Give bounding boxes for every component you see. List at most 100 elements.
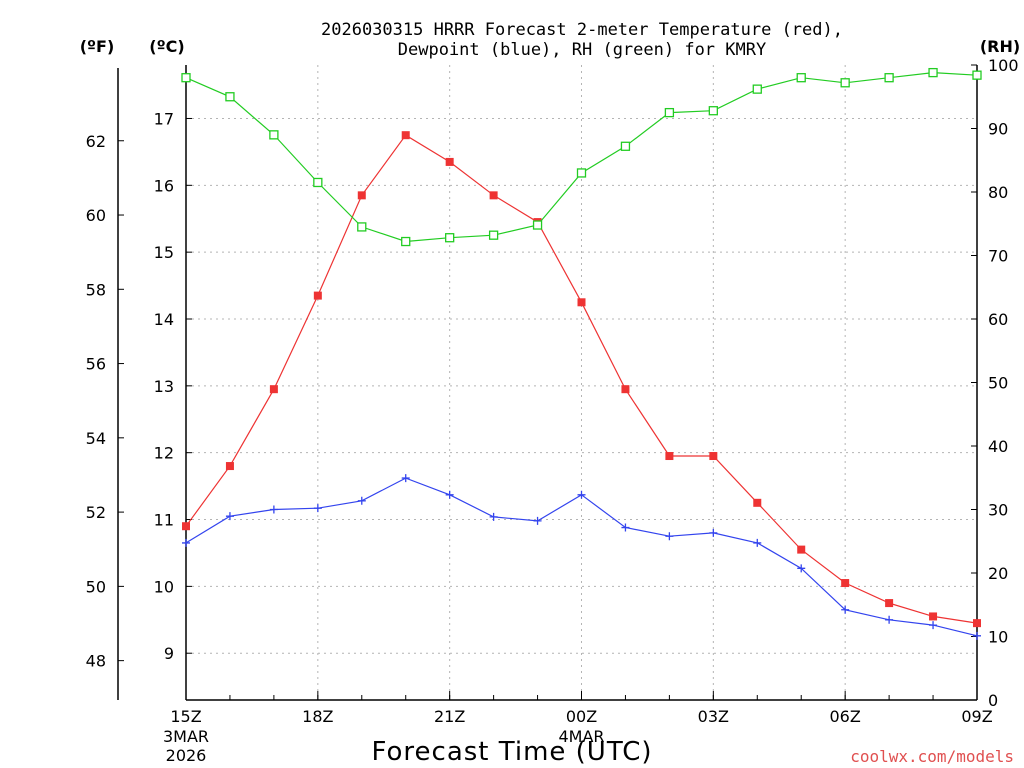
temperature-point xyxy=(489,191,498,200)
x-tick-date-label: 4MAR xyxy=(558,727,604,746)
rh-point xyxy=(928,67,938,78)
temperature-point xyxy=(269,385,278,394)
chart-series xyxy=(181,67,982,640)
dewpoint-point xyxy=(445,490,454,499)
chart-title-line2: Dewpoint (blue), RH (green) for KMRY xyxy=(398,40,766,60)
x-tick-year-label: 2026 xyxy=(166,746,207,765)
x-tick-label: 21Z xyxy=(434,707,465,726)
temperature-point xyxy=(225,462,234,471)
dewpoint-point xyxy=(489,512,498,521)
temperature-point xyxy=(797,545,806,554)
celsius-tick-label: 9 xyxy=(164,644,174,663)
rh-axis-unit: (RH) xyxy=(980,37,1020,56)
celsius-tick-label: 16 xyxy=(154,176,174,195)
dewpoint-point xyxy=(885,615,894,624)
dewpoint-point xyxy=(182,538,190,547)
celsius-tick-label: 14 xyxy=(154,310,174,329)
dewpoint-point xyxy=(929,621,938,630)
temperature-point xyxy=(841,579,850,588)
dewpoint-point xyxy=(533,516,542,525)
dewpoint-point xyxy=(973,631,981,640)
chart-title-line1: 2026030315 HRRR Forecast 2-meter Tempera… xyxy=(321,20,843,40)
celsius-tick-label: 15 xyxy=(154,243,174,262)
fahrenheit-tick-label: 60 xyxy=(86,206,106,225)
rh-point xyxy=(532,220,543,230)
x-tick-label: 18Z xyxy=(302,707,333,726)
rh-tick-label: 70 xyxy=(988,247,1008,266)
dewpoint-point xyxy=(401,474,410,483)
rh-point xyxy=(708,106,718,116)
rh-point xyxy=(664,107,675,118)
fahrenheit-tick-label: 56 xyxy=(86,355,106,374)
rh-point xyxy=(972,70,982,80)
x-tick-label: 15Z xyxy=(170,707,201,726)
temperature-line xyxy=(185,134,978,624)
dewpoint-point xyxy=(313,504,322,513)
fahrenheit-tick-label: 48 xyxy=(86,652,106,671)
dewpoint-point xyxy=(577,490,586,499)
temperature-point xyxy=(885,599,894,608)
x-tick-label: 06Z xyxy=(830,707,861,726)
temperature-point xyxy=(445,157,454,166)
temperature-point xyxy=(357,191,366,200)
rh-tick-label: 40 xyxy=(988,437,1008,456)
rh-point xyxy=(225,92,235,102)
celsius-axis-unit: (ºC) xyxy=(149,37,184,56)
temperature-point xyxy=(401,131,410,140)
x-tick-label: 09Z xyxy=(961,707,992,726)
rh-point xyxy=(269,130,279,140)
celsius-tick-label: 13 xyxy=(154,377,174,396)
rh-tick-label: 80 xyxy=(988,183,1008,202)
celsius-tick-label: 12 xyxy=(154,444,174,463)
fahrenheit-tick-label: 62 xyxy=(86,132,106,151)
temperature-point xyxy=(182,522,190,531)
rh-tick-label: 20 xyxy=(988,564,1008,583)
rh-tick-label: 10 xyxy=(988,628,1008,647)
fahrenheit-tick-label: 58 xyxy=(86,280,106,299)
celsius-tick-label: 17 xyxy=(154,109,174,128)
rh-point xyxy=(840,78,850,88)
dewpoint-point xyxy=(269,505,278,514)
fahrenheit-tick-label: 50 xyxy=(86,577,106,596)
celsius-tick-label: 10 xyxy=(154,577,174,596)
temperature-point xyxy=(313,291,322,300)
rh-tick-label: 30 xyxy=(988,501,1008,520)
rh-point xyxy=(181,73,191,83)
rh-tick-label: 90 xyxy=(988,120,1008,139)
temperature-point xyxy=(929,612,938,621)
rh-point xyxy=(576,168,587,178)
rh-tick-label: 60 xyxy=(988,310,1008,329)
temperature-point xyxy=(665,452,674,461)
dewpoint-point xyxy=(753,538,762,547)
temperature-point xyxy=(621,385,630,394)
rh-point xyxy=(488,230,499,240)
rh-point xyxy=(796,73,806,83)
fahrenheit-axis-unit: (ºF) xyxy=(80,37,115,56)
rh-point xyxy=(620,141,631,151)
watermark: coolwx.com/models xyxy=(850,747,1014,766)
rh-point xyxy=(752,84,762,94)
dewpoint-point xyxy=(357,496,366,505)
celsius-tick-label: 11 xyxy=(154,511,174,530)
x-tick-label: 00Z xyxy=(566,707,597,726)
temperature-point xyxy=(709,452,718,461)
chart-axes xyxy=(117,65,978,701)
chart-grid xyxy=(186,65,977,700)
dewpoint-point xyxy=(621,523,630,532)
dewpoint-point xyxy=(709,528,718,537)
dewpoint-point xyxy=(797,564,806,573)
rh-point xyxy=(401,236,411,247)
x-axis-label: Forecast Time (UTC) xyxy=(371,737,652,767)
rh-point xyxy=(884,73,894,83)
rh-point xyxy=(357,222,367,232)
rh-tick-label: 50 xyxy=(988,374,1008,393)
rh-point xyxy=(313,177,323,188)
chart-ticks: 9 10 11 12 13 14 15 16 17 48 50 52 54 56 58 60 62 0 10 20 30… xyxy=(86,56,1019,765)
temperature-point xyxy=(973,619,981,628)
temperature-point xyxy=(577,298,586,307)
fahrenheit-tick-label: 52 xyxy=(86,503,106,522)
dewpoint-point xyxy=(665,532,674,541)
dewpoint-point xyxy=(841,605,850,614)
rh-tick-label: 100 xyxy=(988,56,1019,75)
